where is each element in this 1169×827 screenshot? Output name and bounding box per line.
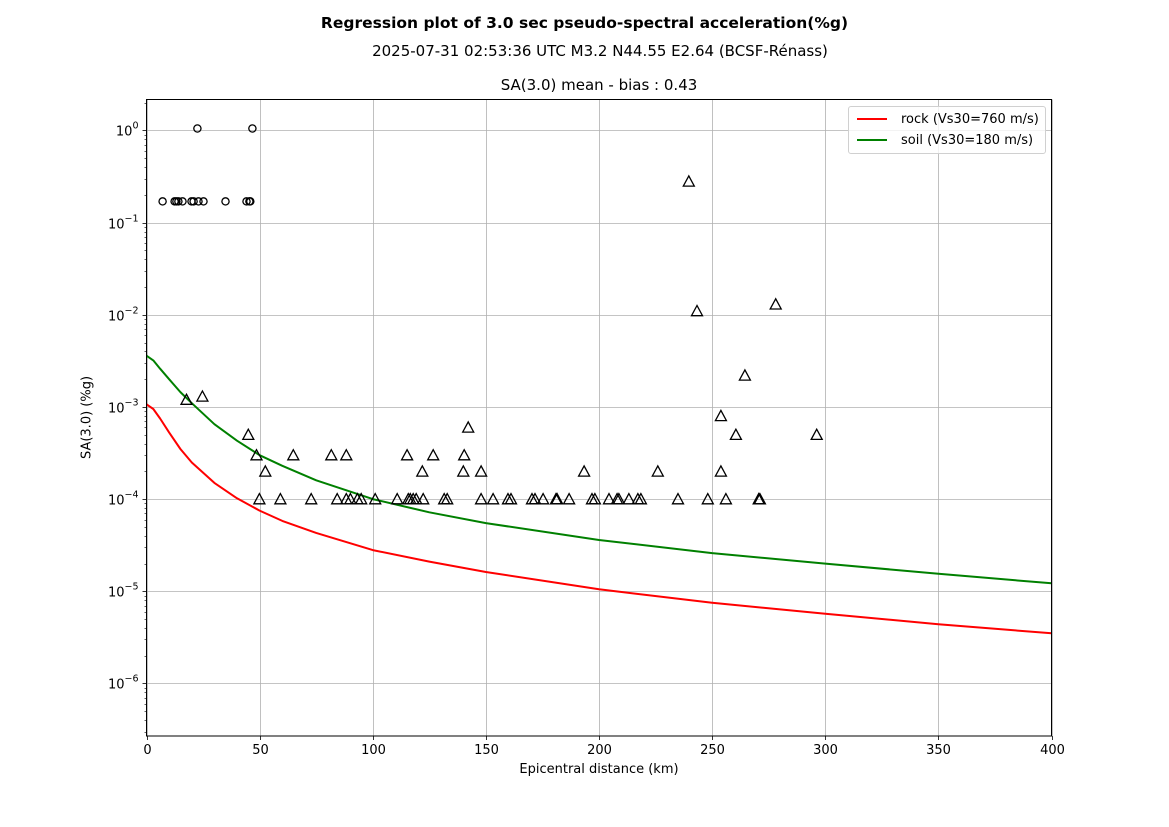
x-axis-label: Epicentral distance (km) (519, 762, 679, 777)
y-tick-label: 10−3 (108, 398, 139, 417)
triangle-marker (415, 464, 429, 477)
y-tick-label: 10−1 (108, 214, 139, 233)
x-tick-label: 200 (587, 743, 612, 758)
triangle-marker (719, 492, 733, 505)
triangle-marker (286, 448, 300, 461)
circle-marker (199, 197, 208, 206)
axes-title: SA(3.0) mean - bias : 0.43 (500, 76, 698, 94)
legend-rock-label: rock (Vs30=760 m/s) (901, 111, 1039, 127)
y-tick-label: 10−6 (108, 674, 139, 693)
triangle-marker (474, 464, 488, 477)
triangle-marker (738, 368, 752, 381)
circle-marker (189, 197, 198, 206)
legend-soil-label: soil (Vs30=180 m/s) (901, 132, 1034, 148)
triangle-marker (753, 492, 767, 505)
triangle-marker (416, 492, 430, 505)
x-tick-label: 50 (252, 743, 269, 758)
triangle-marker (550, 492, 564, 505)
triangle-marker (461, 420, 475, 433)
triangle-marker (474, 492, 488, 505)
triangle-marker (528, 492, 542, 505)
triangle-marker (179, 392, 194, 405)
triangle-marker (456, 464, 470, 477)
triangle-marker (249, 448, 264, 461)
x-tick-label: 100 (361, 743, 386, 758)
circle-marker (178, 197, 187, 206)
triangle-marker (390, 492, 404, 505)
triangle-marker (701, 492, 715, 505)
x-tick-label: 250 (700, 743, 725, 758)
triangle-marker (440, 492, 454, 505)
triangle-marker (671, 492, 685, 505)
legend-item-rock: rock (Vs30=760 m/s) (857, 110, 1039, 128)
triangle-marker (304, 492, 318, 505)
legend-item-soil: soil (Vs30=180 m/s) (857, 131, 1033, 149)
regression-curves (145, 354, 1052, 635)
triangle-marker (577, 464, 591, 477)
triangle-marker (368, 492, 382, 505)
y-tick-label: 10−4 (108, 490, 139, 509)
y-tick-label: 10−2 (108, 306, 139, 325)
rock-curve (145, 403, 1052, 635)
y-tick-label: 10−5 (108, 582, 139, 601)
triangle-marker (354, 492, 368, 505)
chart-title: Regression plot of 3.0 sec pseudo-spectr… (320, 14, 849, 32)
x-tick-label: 400 (1040, 743, 1065, 758)
circle-marker (242, 197, 251, 206)
circle-marker (194, 197, 203, 206)
soil-curve (145, 354, 1052, 585)
triangle-marker (504, 492, 518, 505)
circle-marker (193, 124, 202, 133)
triangle-marker (536, 492, 550, 505)
triangle-marker (273, 492, 287, 505)
triangle-marker (195, 389, 209, 402)
chart-subtitle: 2025-07-31 02:53:36 UTC M3.2 N44.55 E2.6… (372, 42, 828, 60)
triangle-marker (330, 492, 344, 505)
triangle-marker (400, 448, 414, 461)
circle-marker (246, 197, 255, 206)
x-tick-label: 0 (143, 743, 151, 758)
triangle-marker (343, 492, 357, 505)
y-axis-label: SA(3.0) (%g) (79, 375, 95, 460)
triangle-marker (339, 448, 353, 461)
triangle-marker (409, 492, 423, 505)
triangle-marker (252, 492, 266, 505)
triangle-marker (562, 492, 576, 505)
triangle-marker (457, 448, 471, 461)
x-tick-label: 350 (926, 743, 951, 758)
triangle-marker (426, 448, 440, 461)
x-tick-label: 150 (474, 743, 499, 758)
triangle-marker (486, 492, 500, 505)
triangle-marker (729, 427, 743, 441)
station-markers (158, 124, 824, 505)
legend-soil-line (857, 139, 887, 141)
grid-lines (146, 99, 1053, 736)
circle-marker (248, 124, 257, 133)
triangle-marker (602, 492, 616, 505)
axes-frame (146, 99, 1052, 737)
triangle-marker (622, 492, 636, 505)
triangle-marker (612, 492, 626, 505)
triangle-marker (769, 297, 783, 310)
triangle-marker (690, 304, 704, 317)
legend-rock-line (857, 118, 887, 120)
triangle-marker (258, 464, 272, 477)
circle-marker (221, 197, 230, 206)
x-tick-label: 300 (813, 743, 838, 758)
triangle-marker (634, 492, 648, 505)
legend: rock (Vs30=760 m/s) soil (Vs30=180 m/s) (848, 106, 1046, 154)
circle-marker (158, 197, 167, 206)
triangle-marker (651, 464, 665, 477)
circle-marker (174, 197, 183, 206)
triangle-marker (714, 464, 728, 477)
triangle-marker (810, 427, 824, 441)
triangle-marker (588, 492, 602, 505)
axis-ticks: 0 50 100 150 200 250 300 350 400 100 10−1 10−2 10−3 1… (108, 103, 1065, 758)
triangle-marker (241, 427, 255, 441)
triangle-marker (324, 448, 338, 461)
y-tick-label: 100 (116, 121, 139, 140)
triangle-marker (682, 174, 696, 187)
triangle-marker (714, 409, 728, 422)
